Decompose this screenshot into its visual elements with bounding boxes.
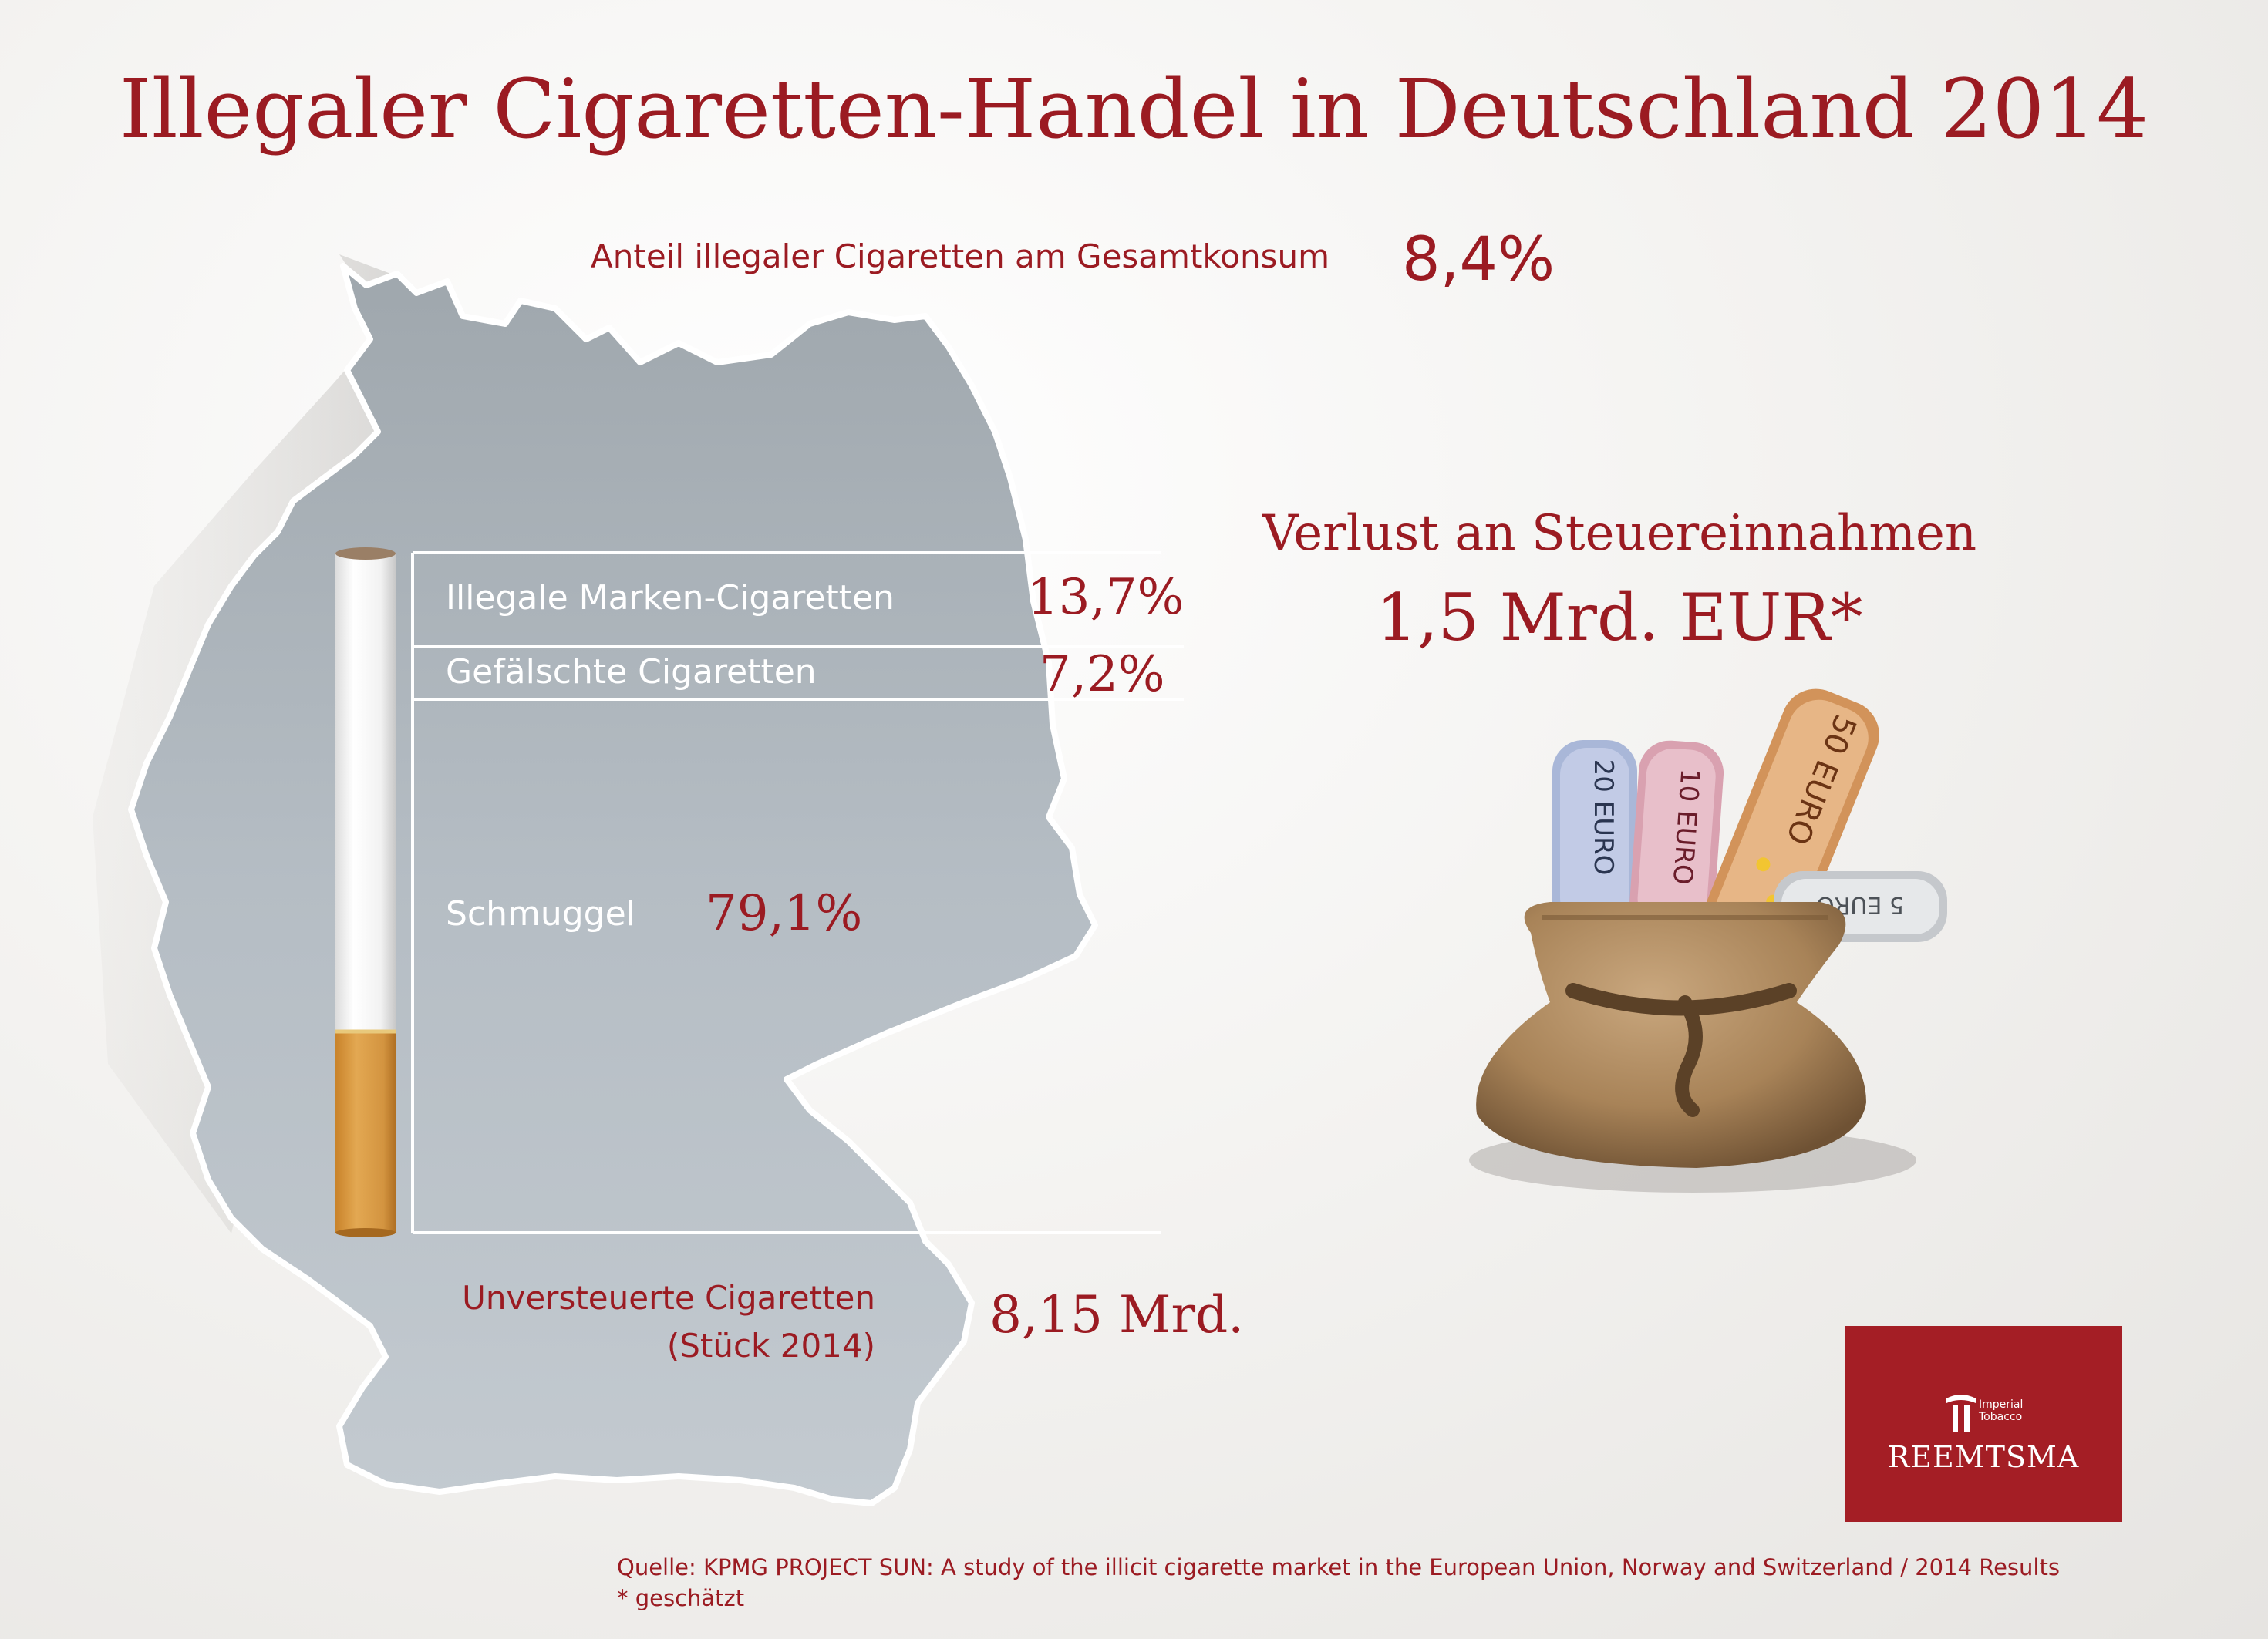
- untaxed-value: 8,15 Mrd.: [989, 1285, 1245, 1345]
- cigarette-tip: [335, 547, 396, 560]
- banknote-50: 50 EURO: [1703, 688, 1879, 963]
- cigarette-paper: [335, 553, 396, 1031]
- logo-name: REEMTSMA: [1887, 1440, 2080, 1474]
- banknote-20: 20 EURO: [1552, 740, 1637, 933]
- tax-loss-value: 1,5 Mrd. EUR*: [1376, 580, 1863, 655]
- banknote-10: 10 EURO: [1629, 740, 1724, 935]
- banknote-20-text: 20 EURO: [1588, 759, 1619, 876]
- segment-label-counterfeit: Gefälschte Cigaretten: [446, 652, 817, 692]
- segment-label-brand: Illegale Marken-Cigaretten: [446, 578, 895, 618]
- segment-value-counterfeit: 7,2%: [1040, 646, 1165, 703]
- segment-value-smuggling: 79,1%: [706, 885, 863, 942]
- segment-value-brand: 13,7%: [1027, 569, 1185, 626]
- logo-subtitle: Imperial Tobacco: [1979, 1398, 2024, 1423]
- cigarette-bar: [335, 547, 396, 1237]
- chart-guides: [411, 551, 1184, 1234]
- money-sack-illustration: 20 EURO 10 EURO 50 EURO 5 EURO: [1469, 688, 1947, 1193]
- share-value: 8,4%: [1402, 225, 1555, 294]
- sack-body: [1476, 902, 1866, 1168]
- share-label: Anteil illegaler Cigaretten am Gesamtkon…: [591, 237, 1329, 275]
- page-title: Illegaler Cigaretten-Handel in Deutschla…: [119, 62, 2149, 156]
- reemtsma-logo: Imperial Tobacco REEMTSMA: [1845, 1326, 2122, 1522]
- source-note: Quelle: KPMG PROJECT SUN: A study of the…: [617, 1554, 2060, 1580]
- untaxed-label: Unversteuerte Cigaretten (Stück 2014): [462, 1279, 875, 1365]
- imperial-tobacco-emblem-icon: [1946, 1395, 1976, 1432]
- tax-loss-label: Verlust an Steuereinnahmen: [1262, 505, 1977, 562]
- segment-label-smuggling: Schmuggel: [446, 894, 635, 934]
- estimate-footnote: * geschätzt: [617, 1585, 745, 1611]
- cigarette-filter: [335, 1031, 396, 1233]
